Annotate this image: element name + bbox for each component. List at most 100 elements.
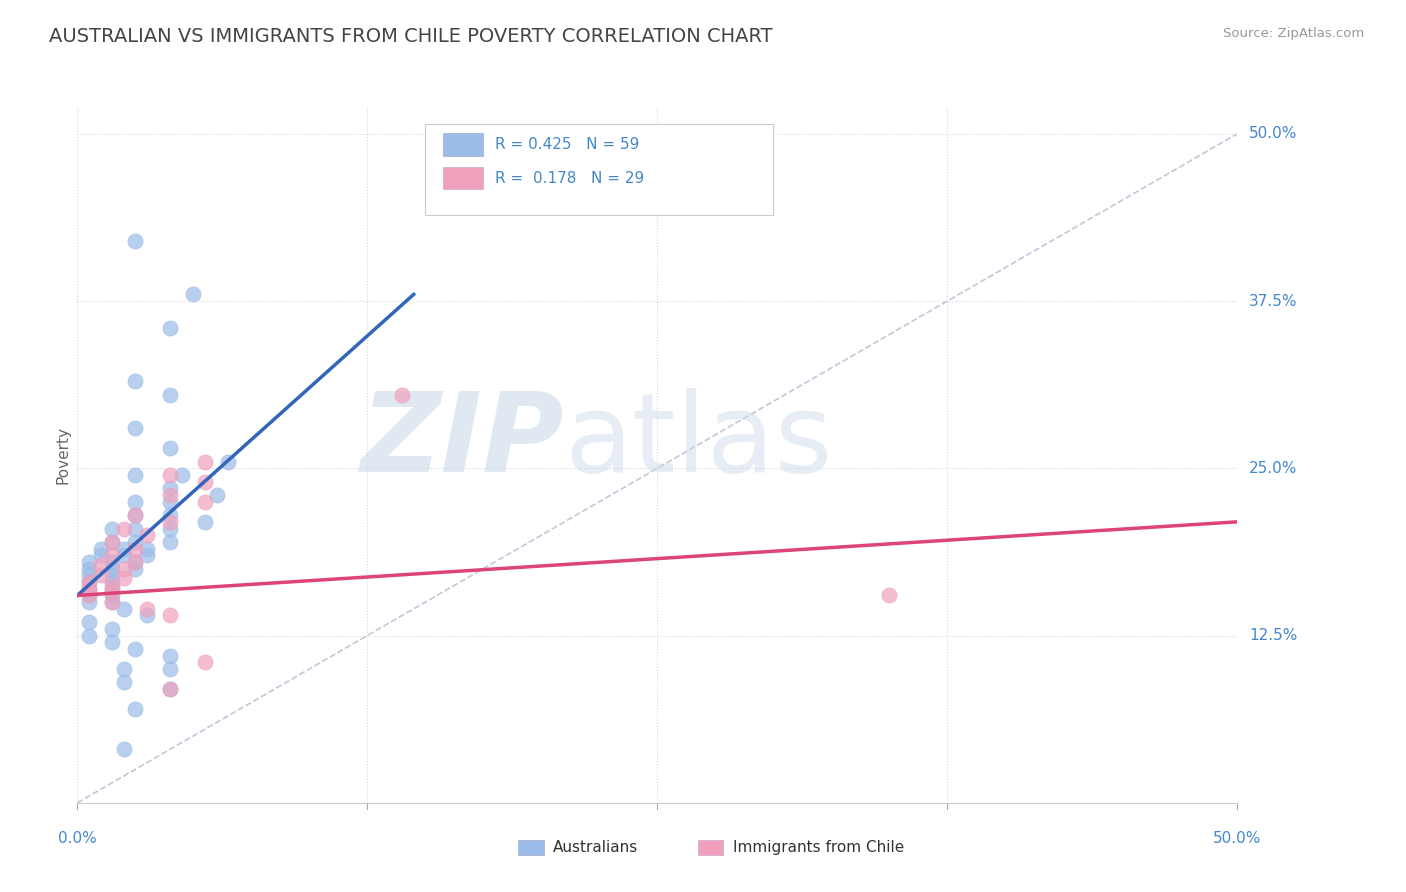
Point [112, 571, 135, 585]
Text: 0.0%: 0.0% [58, 830, 97, 846]
Point [124, 555, 146, 569]
Point [101, 534, 124, 549]
Point [135, 608, 157, 623]
Point [124, 555, 146, 569]
Point [159, 662, 181, 676]
Point [135, 548, 157, 563]
Point [90, 548, 111, 563]
Point [159, 321, 181, 335]
Point [101, 575, 124, 590]
Point [194, 455, 217, 469]
Point [124, 421, 146, 435]
Point [391, 387, 413, 401]
Point [90, 558, 111, 572]
Point [101, 534, 124, 549]
Point [124, 375, 146, 389]
Point [77, 555, 100, 569]
Point [112, 662, 135, 676]
Point [124, 234, 146, 248]
Point [101, 579, 124, 593]
Point [159, 648, 181, 663]
FancyBboxPatch shape [443, 134, 484, 156]
Point [124, 508, 146, 523]
Point [135, 602, 157, 616]
Point [124, 521, 146, 535]
Text: 12.5%: 12.5% [1249, 628, 1298, 643]
Point [101, 584, 124, 599]
Y-axis label: Poverty: Poverty [55, 425, 70, 484]
Point [159, 608, 181, 623]
Point [77, 582, 100, 596]
Text: ZIP: ZIP [361, 387, 565, 494]
Point [124, 467, 146, 482]
Point [77, 589, 100, 603]
Point [124, 534, 146, 549]
Point [124, 494, 146, 508]
Point [124, 541, 146, 556]
Point [101, 521, 124, 535]
Point [159, 494, 181, 508]
Point [194, 494, 217, 508]
Point [159, 442, 181, 455]
Point [183, 287, 205, 301]
Point [159, 534, 181, 549]
Point [77, 562, 100, 576]
Point [112, 548, 135, 563]
Point [135, 528, 157, 542]
Point [77, 575, 100, 590]
Point [159, 467, 181, 482]
FancyBboxPatch shape [443, 167, 484, 189]
Point [194, 655, 217, 669]
Text: Australians: Australians [553, 840, 638, 855]
Point [90, 541, 111, 556]
Text: 50.0%: 50.0% [1213, 830, 1261, 846]
Text: AUSTRALIAN VS IMMIGRANTS FROM CHILE POVERTY CORRELATION CHART: AUSTRALIAN VS IMMIGRANTS FROM CHILE POVE… [49, 27, 773, 45]
Text: 37.5%: 37.5% [1249, 293, 1298, 309]
Point [101, 582, 124, 596]
FancyBboxPatch shape [517, 839, 544, 855]
Point [77, 628, 100, 642]
Point [112, 541, 135, 556]
Point [77, 568, 100, 582]
Point [77, 582, 100, 596]
Point [159, 681, 181, 696]
Point [159, 508, 181, 523]
Point [124, 702, 146, 716]
Point [90, 568, 111, 582]
Point [170, 467, 193, 482]
Point [101, 589, 124, 603]
Text: R =  0.178   N = 29: R = 0.178 N = 29 [495, 170, 644, 186]
Text: Immigrants from Chile: Immigrants from Chile [733, 840, 904, 855]
Point [124, 562, 146, 576]
FancyBboxPatch shape [425, 124, 773, 215]
Point [877, 589, 901, 603]
Point [217, 455, 239, 469]
Point [159, 521, 181, 535]
Text: Source: ZipAtlas.com: Source: ZipAtlas.com [1223, 27, 1364, 40]
Point [205, 488, 228, 502]
Point [101, 635, 124, 649]
Point [101, 555, 124, 569]
Point [112, 562, 135, 576]
Point [77, 575, 100, 590]
Point [135, 541, 157, 556]
Point [112, 742, 135, 756]
Point [77, 615, 100, 630]
Text: 25.0%: 25.0% [1249, 461, 1298, 475]
Point [112, 521, 135, 535]
Point [194, 515, 217, 529]
Text: R = 0.425   N = 59: R = 0.425 N = 59 [495, 137, 640, 153]
Point [194, 475, 217, 489]
Point [101, 562, 124, 576]
Point [159, 515, 181, 529]
FancyBboxPatch shape [697, 839, 724, 855]
Point [77, 589, 100, 603]
Point [101, 548, 124, 563]
Point [101, 595, 124, 609]
Point [101, 568, 124, 582]
Point [159, 488, 181, 502]
Point [101, 595, 124, 609]
Point [159, 681, 181, 696]
Point [124, 508, 146, 523]
Point [159, 387, 181, 401]
